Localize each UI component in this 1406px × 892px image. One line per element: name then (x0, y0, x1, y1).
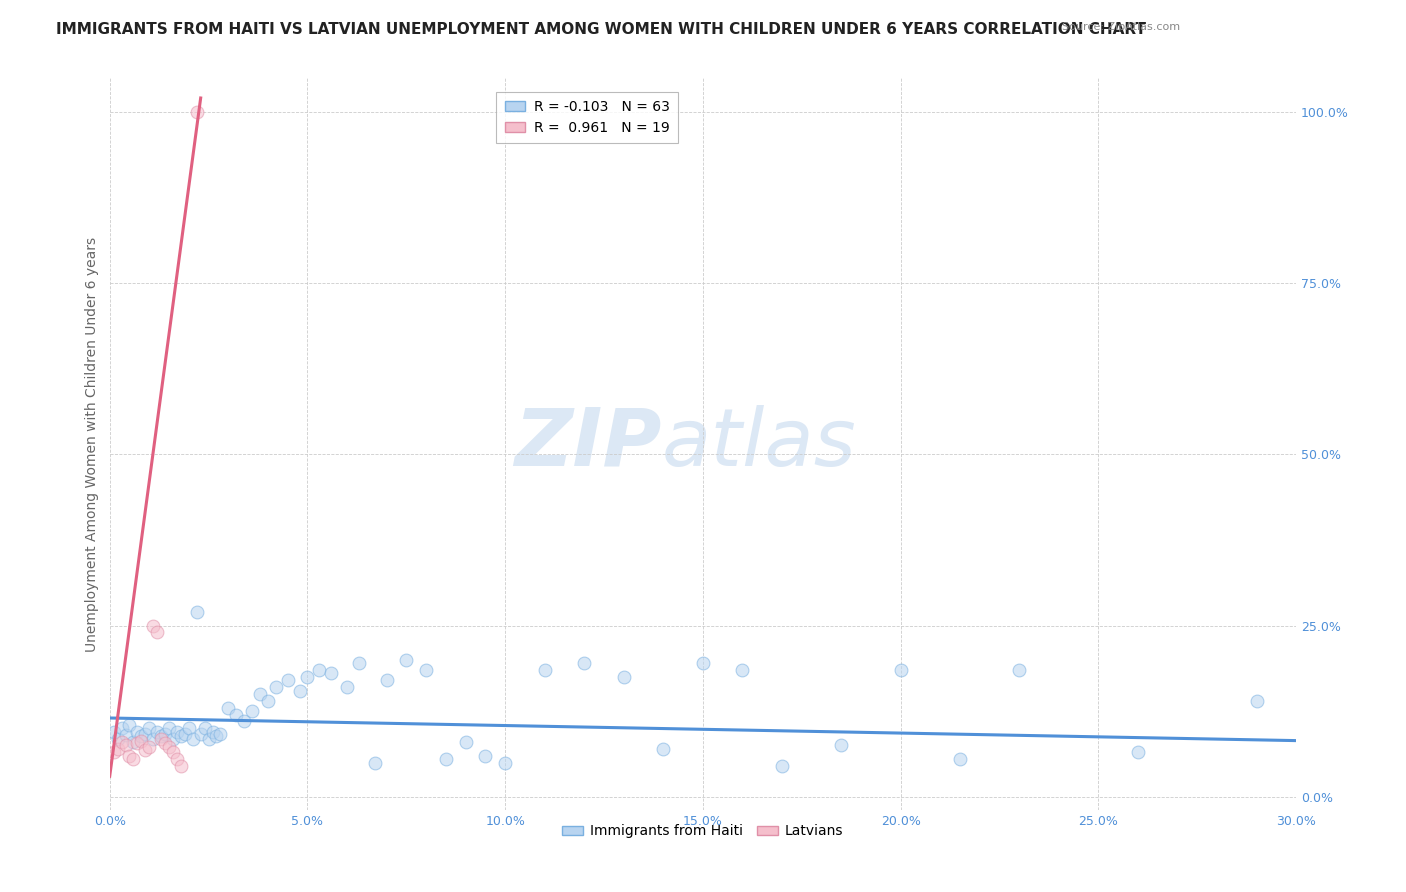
Point (110, 735, 132, 749)
Point (146, 724, 169, 739)
Point (1008, 663, 1031, 677)
Point (890, 663, 912, 677)
Point (110, 721, 132, 735)
Text: ZIP: ZIP (515, 405, 661, 483)
Point (186, 605, 208, 619)
Point (434, 752, 457, 766)
Point (157, 721, 180, 735)
Point (209, 727, 232, 741)
Point (131, 730, 153, 744)
Point (1126, 745, 1149, 759)
Point (454, 735, 477, 749)
Point (277, 673, 299, 688)
Point (118, 748, 141, 763)
Point (692, 656, 714, 670)
Point (142, 618, 165, 632)
Legend: Immigrants from Haiti, Latvians: Immigrants from Haiti, Latvians (557, 819, 849, 844)
Point (162, 731, 184, 746)
Point (190, 727, 212, 741)
Point (153, 736, 176, 750)
Point (103, 724, 125, 739)
Point (652, 741, 675, 756)
Point (233, 714, 256, 729)
Point (142, 731, 165, 746)
Point (114, 728, 136, 742)
Point (321, 666, 343, 681)
Point (217, 700, 239, 714)
Point (166, 724, 188, 739)
Point (197, 731, 219, 746)
Point (194, 721, 217, 735)
Point (177, 721, 200, 735)
Y-axis label: Unemployment Among Women with Children Under 6 years: Unemployment Among Women with Children U… (86, 236, 100, 651)
Point (173, 727, 195, 741)
Point (347, 656, 370, 670)
Point (336, 680, 359, 694)
Point (308, 663, 330, 677)
Point (257, 694, 280, 708)
Text: IMMIGRANTS FROM HAITI VS LATVIAN UNEMPLOYMENT AMONG WOMEN WITH CHILDREN UNDER 6 : IMMIGRANTS FROM HAITI VS LATVIAN UNEMPLO… (56, 22, 1146, 37)
Point (162, 745, 184, 759)
Point (127, 736, 149, 750)
Point (181, 731, 204, 746)
Point (1246, 694, 1268, 708)
Point (533, 663, 555, 677)
Point (150, 730, 173, 744)
Point (186, 104, 208, 119)
Point (613, 670, 636, 684)
Point (830, 739, 852, 753)
Point (574, 656, 596, 670)
Point (415, 663, 437, 677)
Point (153, 727, 176, 741)
Point (170, 759, 193, 773)
Text: atlas: atlas (661, 405, 856, 483)
Point (134, 727, 156, 741)
Point (264, 680, 287, 694)
Point (225, 707, 247, 722)
Point (731, 663, 754, 677)
Point (138, 721, 160, 735)
Point (146, 625, 169, 640)
Point (375, 673, 398, 688)
Point (107, 731, 129, 746)
Point (474, 748, 496, 763)
Point (363, 756, 385, 770)
Point (201, 724, 224, 739)
Point (494, 756, 516, 770)
Point (288, 683, 311, 698)
Point (170, 730, 193, 744)
Point (770, 759, 793, 773)
Text: Source: ZipAtlas.com: Source: ZipAtlas.com (1062, 22, 1180, 32)
Point (122, 752, 145, 766)
Point (134, 743, 156, 757)
Point (297, 670, 319, 684)
Point (949, 752, 972, 766)
Point (205, 730, 228, 744)
Point (127, 724, 149, 739)
Point (107, 741, 129, 756)
Point (166, 752, 188, 766)
Point (131, 733, 153, 747)
Point (118, 718, 141, 732)
Point (395, 653, 418, 667)
Point (240, 704, 263, 718)
Point (150, 731, 173, 746)
Point (122, 735, 145, 749)
Point (157, 740, 180, 755)
Point (138, 740, 160, 755)
Point (249, 687, 271, 701)
Point (114, 739, 136, 753)
Point (103, 745, 125, 759)
